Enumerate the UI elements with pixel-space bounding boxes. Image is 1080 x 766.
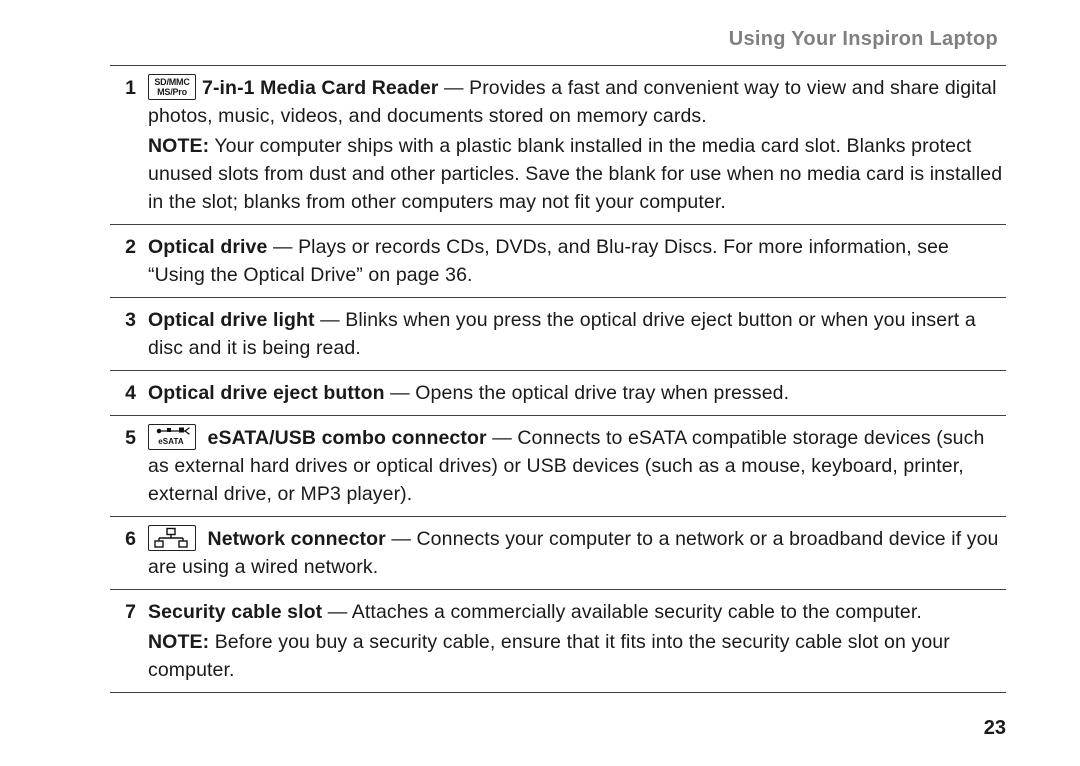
page-header: Using Your Inspiron Laptop — [110, 28, 998, 51]
item-body: SD/MMC MS/Pro 7-in-1 Media Card Reader —… — [140, 74, 1006, 216]
item-number: 2 — [110, 233, 140, 261]
item-body: eSATA eSATA/USB combo connector — Connec… — [140, 424, 1006, 508]
item-desc: Attaches a commercially available securi… — [352, 601, 922, 623]
note-label: NOTE: — [148, 135, 209, 157]
item-title: 7-in-1 Media Card Reader — [202, 77, 438, 99]
item-sep: — — [385, 382, 416, 404]
item-title: Network connector — [208, 528, 386, 550]
list-item: 6 Network connector — Connects your comp… — [110, 517, 1006, 590]
list-item: 5 eSATA eSATA/USB combo connector — Conn… — [110, 416, 1006, 517]
list-item: 2 Optical drive — Plays or records CDs, … — [110, 225, 1006, 298]
item-desc: Opens the optical drive tray when presse… — [415, 382, 789, 404]
item-sep: — — [438, 77, 469, 99]
item-title: Optical drive eject button — [148, 382, 385, 404]
item-number: 6 — [110, 525, 140, 553]
list-item: 1 SD/MMC MS/Pro 7-in-1 Media Card Reader… — [110, 66, 1006, 225]
item-body: Security cable slot — Attaches a commerc… — [140, 598, 1006, 684]
page-number: 23 — [984, 717, 1006, 740]
item-sep: — — [315, 309, 346, 331]
item-sep: — — [386, 528, 417, 550]
item-number: 7 — [110, 598, 140, 626]
item-sep: — — [487, 427, 518, 449]
manual-page: Using Your Inspiron Laptop 1 SD/MMC MS/P… — [0, 0, 1080, 766]
item-body: Optical drive eject button — Opens the o… — [140, 379, 1006, 407]
note-label: NOTE: — [148, 631, 209, 653]
item-body: Network connector — Connects your comput… — [140, 525, 1006, 581]
item-number: 4 — [110, 379, 140, 407]
item-title: Optical drive — [148, 236, 267, 258]
item-title: Security cable slot — [148, 601, 322, 623]
item-sep: — — [322, 601, 352, 623]
esata-icon: eSATA — [148, 424, 196, 450]
list-item: 4 Optical drive eject button — Opens the… — [110, 371, 1006, 416]
note-text: Before you buy a security cable, ensure … — [148, 631, 950, 681]
item-title: eSATA/USB combo connector — [208, 427, 487, 449]
list-item: 3 Optical drive light — Blinks when you … — [110, 298, 1006, 371]
item-number: 1 — [110, 74, 140, 102]
item-title: Optical drive light — [148, 309, 315, 331]
item-number: 5 — [110, 424, 140, 452]
item-sep: — — [267, 236, 298, 258]
note-text: Your computer ships with a plastic blank… — [148, 135, 1002, 213]
list-item: 7 Security cable slot — Attaches a comme… — [110, 590, 1006, 693]
item-body: Optical drive — Plays or records CDs, DV… — [140, 233, 1006, 289]
sdmmc-icon: SD/MMC MS/Pro — [148, 74, 196, 100]
svg-text:eSATA: eSATA — [158, 437, 184, 446]
item-body: Optical drive light — Blinks when you pr… — [140, 306, 1006, 362]
item-number: 3 — [110, 306, 140, 334]
network-icon — [148, 525, 196, 551]
